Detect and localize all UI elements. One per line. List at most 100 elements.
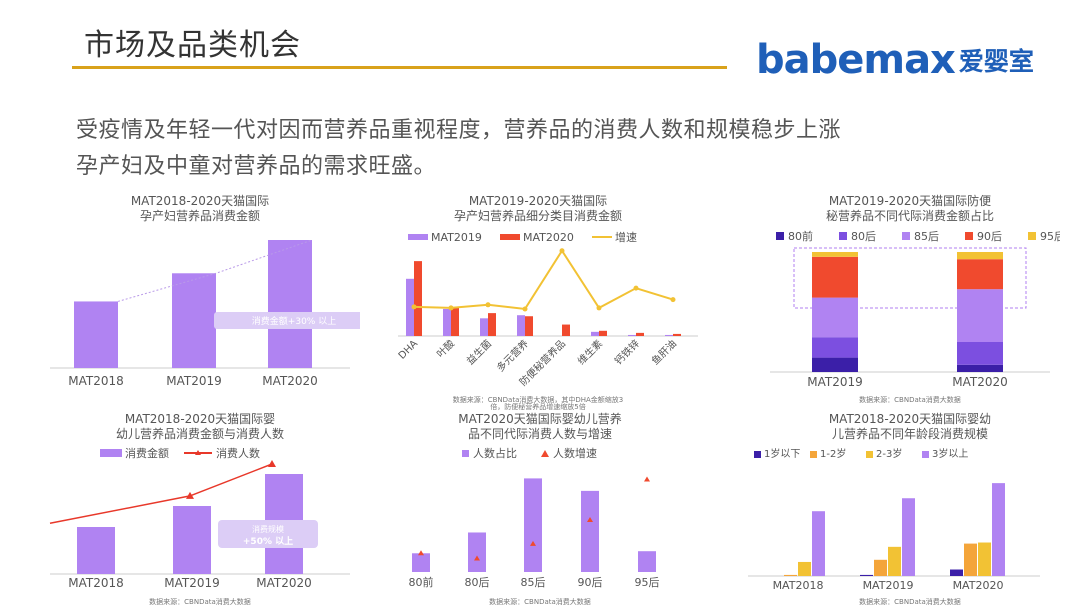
bar (581, 490, 599, 572)
chart-5-source: 数据来源：CBNData消费大数据 (489, 598, 591, 606)
bar (406, 278, 414, 336)
bar (488, 313, 496, 336)
annotation-label: 消费规模 (252, 524, 284, 534)
bar (992, 483, 1005, 576)
chart-6-title-line-1: MAT2018-2020天猫国际婴幼 (828, 412, 992, 426)
bar (874, 559, 887, 576)
subtitle-line-2: 孕产妇及中童对营养品的需求旺盛。 (76, 154, 437, 179)
growth-point (596, 305, 602, 311)
legend-swatch (866, 451, 873, 458)
legend-label: 85后 (914, 230, 939, 243)
chart-panel-3: MAT2019-2020天猫国际防便 秘营养品不同代际消费金额占比 80前 80后… (760, 188, 1060, 410)
x-tick-label: MAT2020 (953, 579, 1004, 592)
growth-marker (587, 517, 593, 522)
legend-swatch (462, 450, 469, 457)
legend-label: 80前 (788, 229, 813, 243)
stacked-segment (812, 252, 858, 257)
legend-label: 80后 (851, 230, 876, 243)
bar (517, 315, 525, 336)
legend-label: 1-2岁 (820, 447, 846, 460)
title-underline (72, 66, 727, 69)
x-tick-label: 鱼肝油 (649, 337, 679, 367)
stacked-segment (812, 357, 858, 372)
growth-marker (474, 555, 480, 561)
chart-2-title-line-1: MAT2019-2020天猫国际 (468, 194, 608, 208)
chart-3-title-line-2: 秘营养品不同代际消费金额占比 (825, 209, 994, 223)
x-tick-label: 80后 (465, 576, 490, 589)
bar (673, 333, 681, 336)
legend-swatch (408, 234, 428, 240)
legend-label: MAT2020 (523, 231, 574, 244)
x-tick-label: MAT2020 (952, 375, 1008, 389)
x-tick-label: MAT2018 (68, 576, 124, 590)
bar (665, 334, 673, 336)
chart-panel-4: MAT2018-2020天猫国际婴 幼儿营养品消费金额与消费人数 消费金额 消费人… (40, 410, 360, 608)
x-tick-label: 多元营养 (494, 337, 531, 374)
chart-3-svg: 80前 80后 85后 90后 95后 MAT2019 MAT2020 (770, 229, 1060, 389)
x-tick-label: MAT2019 (164, 576, 220, 590)
chart-2-source-line-2: 倍，防便秘营养品增速缩放5倍 (490, 403, 586, 411)
bar (268, 240, 312, 368)
growth-point (522, 306, 528, 312)
x-tick-label: 90后 (578, 576, 603, 589)
legend-label: 1岁以下 (764, 447, 800, 460)
growth-point (633, 285, 639, 291)
chart-4-title-line-2: 幼儿营养品消费金额与消费人数 (115, 427, 284, 441)
legend-swatch (100, 449, 122, 457)
growth-point (485, 302, 491, 308)
chart-4-svg: 消费金额 消费人数 MAT2018 MAT2019 MAT2020 消费规模+50% 以上 (49, 446, 350, 590)
bar (636, 332, 644, 336)
chart-1-title-line-2: 孕产妇营养品消费金额 (139, 209, 260, 223)
x-tick-label: MAT2018 (68, 374, 124, 388)
stacked-segment (957, 364, 1003, 372)
logo-wordmark: babemax (756, 37, 956, 83)
logo-chinese-name: 爱婴室 (958, 47, 1034, 76)
people-marker (186, 491, 194, 499)
legend-swatch (922, 451, 929, 458)
x-tick-label: 钙铁锌 (612, 337, 642, 367)
x-tick-label: MAT2018 (773, 579, 824, 592)
growth-line (413, 248, 674, 311)
legend-label: 消费人数 (216, 446, 260, 460)
annotation-box (218, 520, 318, 548)
legend-label: 90后 (977, 230, 1002, 243)
chart-4-source: 数据来源：CBNData消费大数据 (149, 598, 251, 606)
bar (950, 569, 963, 576)
legend-swatch (902, 232, 910, 240)
growth-point (411, 304, 417, 310)
legend-marker (541, 450, 549, 457)
chart-panel-5: MAT2020天猫国际婴幼儿营养 品不同代际消费人数与增速 人数占比 人数增速 80… (390, 410, 690, 608)
growth-marker (418, 550, 424, 556)
legend-label: 人数增速 (553, 446, 597, 460)
chart-6-source: 数据来源：CBNData消费大数据 (859, 598, 961, 606)
bar (77, 527, 115, 574)
subtitle-line-1: 受疫情及年轻一代对因而营养品重视程度，营养品的消费人数和规模稳步上涨 (76, 118, 842, 143)
annotation-box (214, 312, 360, 329)
x-tick-label: 益生菌 (464, 337, 494, 367)
chart-5-title-line-2: 品不同代际消费人数与增速 (467, 427, 612, 441)
stacked-segment (957, 289, 1003, 342)
bar (173, 506, 211, 574)
legend-swatch (810, 451, 817, 458)
legend-marker (195, 450, 201, 455)
bar (812, 511, 825, 576)
bar (902, 498, 915, 576)
growth-marker (644, 476, 650, 482)
x-tick-label: MAT2019 (166, 374, 222, 388)
stacked-segment (812, 256, 858, 298)
bar (443, 308, 451, 336)
legend-swatch (500, 234, 520, 240)
legend-swatch (754, 451, 761, 458)
bar (964, 543, 977, 576)
legend-label: 增速 (615, 230, 637, 244)
bar (978, 542, 991, 576)
legend-swatch (839, 232, 847, 240)
growth-point (670, 297, 676, 303)
bar (468, 532, 486, 572)
chart-5-title-line-1: MAT2020天猫国际婴幼儿营养 (458, 412, 622, 426)
highlight-box (793, 247, 1027, 309)
stacked-segment (812, 337, 858, 358)
chart-2-title-line-2: 孕产妇营养品细分类目消费金额 (453, 209, 622, 223)
brand-logo: babemax 爱婴室 (756, 30, 1034, 80)
